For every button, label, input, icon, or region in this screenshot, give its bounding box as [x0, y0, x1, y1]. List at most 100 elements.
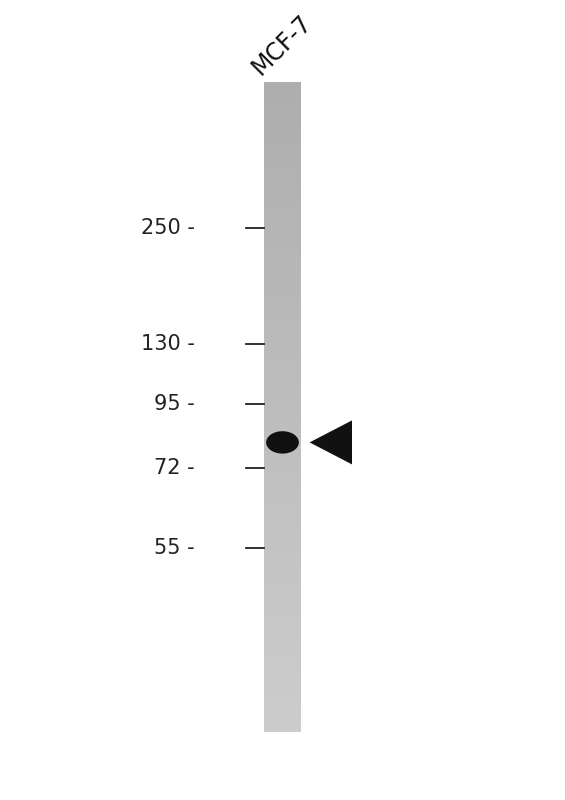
Bar — [264, 446, 301, 454]
Bar — [264, 607, 301, 615]
Bar — [264, 685, 301, 693]
Bar — [264, 108, 301, 117]
Bar — [264, 517, 301, 525]
Bar — [264, 536, 301, 544]
Bar — [264, 400, 301, 408]
Bar — [264, 678, 301, 686]
Bar — [264, 374, 301, 382]
Bar — [264, 154, 301, 162]
Bar — [264, 510, 301, 518]
Bar — [264, 354, 301, 362]
Bar — [264, 601, 301, 609]
Bar — [264, 634, 301, 642]
Bar — [264, 193, 301, 201]
Bar — [264, 653, 301, 661]
Bar — [264, 484, 301, 492]
Bar — [264, 640, 301, 648]
Bar — [264, 381, 301, 389]
Bar — [264, 115, 301, 123]
Bar — [264, 102, 301, 110]
Bar — [264, 335, 301, 343]
Text: MCF-7: MCF-7 — [247, 10, 316, 80]
Bar — [264, 406, 301, 414]
Bar — [264, 212, 301, 220]
Bar — [264, 659, 301, 667]
Bar — [264, 367, 301, 375]
Bar — [264, 555, 301, 563]
Bar — [264, 698, 301, 706]
Bar — [264, 264, 301, 272]
Bar — [264, 646, 301, 654]
Bar — [264, 452, 301, 460]
Bar — [264, 530, 301, 538]
Bar — [264, 186, 301, 194]
Bar — [264, 277, 301, 285]
Bar — [264, 225, 301, 233]
Bar — [264, 711, 301, 719]
Bar — [264, 238, 301, 246]
Bar — [264, 218, 301, 226]
Bar — [264, 575, 301, 583]
Bar — [264, 283, 301, 291]
Bar — [264, 438, 301, 447]
Bar — [264, 672, 301, 680]
Text: 130 -: 130 - — [141, 334, 195, 354]
Bar — [264, 666, 301, 674]
Bar — [264, 147, 301, 155]
Bar — [264, 419, 301, 427]
Bar — [264, 465, 301, 473]
Bar — [264, 387, 301, 395]
Bar — [264, 173, 301, 182]
Bar — [264, 626, 301, 635]
Bar — [264, 231, 301, 239]
Bar — [264, 322, 301, 330]
Bar — [264, 497, 301, 506]
Bar — [264, 342, 301, 350]
Bar — [264, 620, 301, 628]
Bar — [264, 245, 301, 253]
Polygon shape — [310, 421, 352, 464]
Bar — [264, 95, 301, 103]
Bar — [264, 594, 301, 602]
Bar — [264, 705, 301, 713]
Bar — [264, 134, 301, 142]
Bar — [264, 316, 301, 324]
Bar — [264, 309, 301, 318]
Bar — [264, 296, 301, 304]
Bar — [264, 504, 301, 512]
Bar — [264, 89, 301, 97]
Bar — [264, 199, 301, 207]
Bar — [264, 290, 301, 298]
Bar — [264, 251, 301, 259]
Bar — [264, 588, 301, 596]
Bar — [264, 542, 301, 550]
Bar — [264, 166, 301, 174]
Bar — [264, 614, 301, 622]
Bar — [264, 490, 301, 498]
Text: 250 -: 250 - — [141, 218, 195, 238]
Text: 55 -: 55 - — [154, 538, 195, 558]
Bar — [264, 348, 301, 356]
Bar — [264, 160, 301, 168]
Bar — [264, 128, 301, 136]
Bar — [264, 562, 301, 570]
Bar — [264, 426, 301, 434]
Bar — [264, 549, 301, 557]
Bar — [264, 478, 301, 486]
Bar — [264, 361, 301, 369]
Text: 95 -: 95 - — [154, 394, 195, 414]
Bar — [264, 568, 301, 577]
Bar — [264, 523, 301, 531]
Bar — [264, 122, 301, 130]
Bar — [264, 180, 301, 188]
Text: 72 -: 72 - — [154, 458, 195, 478]
Bar — [264, 413, 301, 421]
Bar — [264, 471, 301, 479]
Bar — [264, 458, 301, 466]
Bar — [264, 82, 301, 90]
Bar — [264, 302, 301, 310]
Bar — [264, 432, 301, 440]
Bar — [264, 206, 301, 214]
Bar — [264, 141, 301, 149]
Bar — [264, 258, 301, 266]
